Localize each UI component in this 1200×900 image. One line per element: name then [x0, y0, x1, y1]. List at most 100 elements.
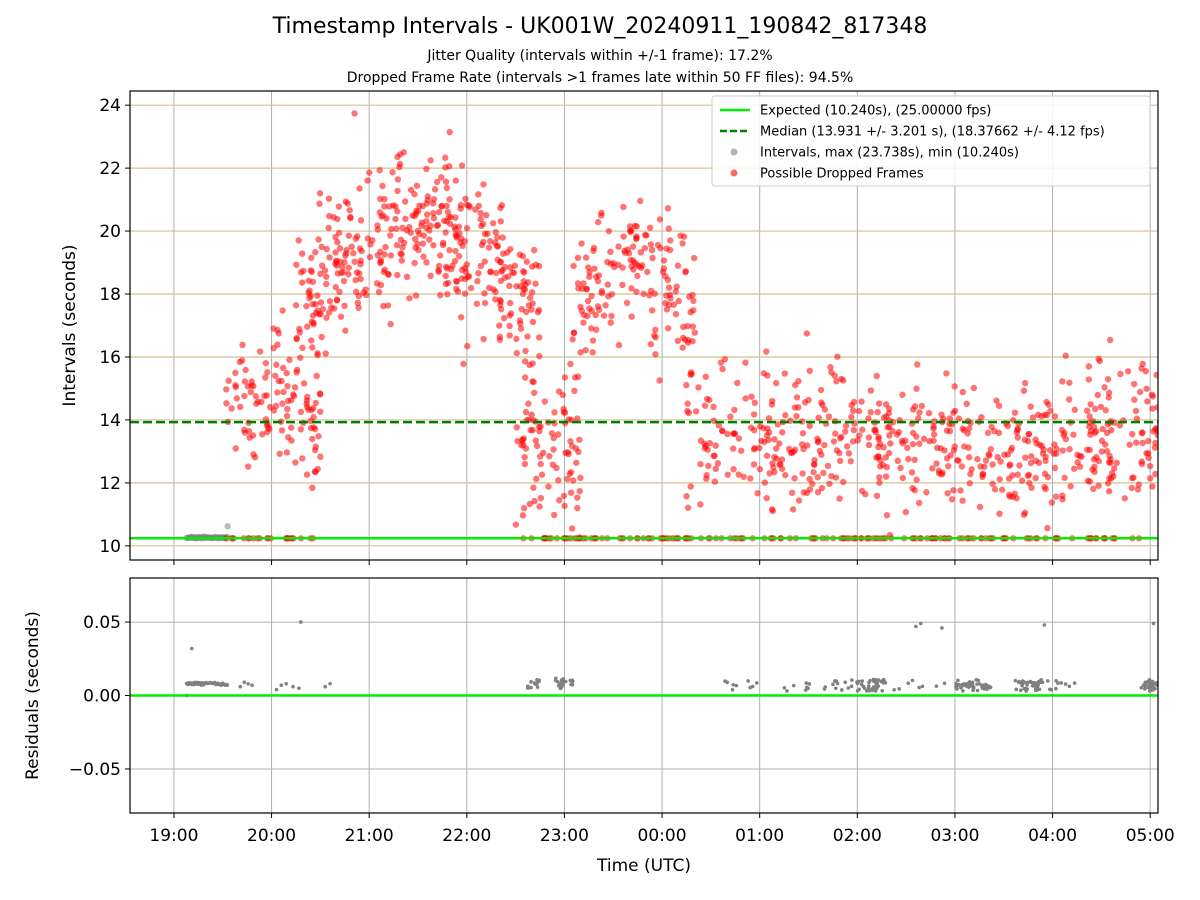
dropped-frame-point-771: [578, 240, 585, 247]
dropped-frame-point-140: [406, 295, 413, 302]
dropped-frame-point-561: [521, 374, 529, 381]
dropped-frame-point-1365: [1098, 448, 1106, 455]
residual-point-156: [942, 681, 947, 686]
dropped-frame-point-608: [513, 424, 520, 431]
dropped-frame-point-463: [467, 284, 475, 292]
dropped-frame-point-520: [430, 214, 438, 222]
dropped-frame-point-1052: [833, 378, 840, 385]
dropped-frame-point-1335: [1095, 482, 1102, 489]
dropped-frame-point-959: [859, 426, 866, 433]
dropped-frame-point-1040: [828, 472, 835, 480]
dropped-frame-point-909: [719, 365, 726, 373]
residual-point-153: [881, 677, 886, 682]
dropped-frame-point-651: [530, 389, 538, 396]
dropped-frame-point-108: [241, 426, 248, 434]
dropped-frame-point-122: [236, 358, 244, 366]
dropped-frame-point-970: [702, 373, 709, 380]
dropped-frame-point-980: [731, 406, 738, 414]
residual-point-236: [1020, 683, 1024, 688]
dropped-frame-point-960: [771, 436, 778, 443]
dropped-frame-point-1358: [1059, 496, 1066, 503]
dropped-frame-point-500: [424, 193, 432, 200]
dropped-frame-point-1429: [1086, 446, 1094, 454]
dropped-frame-point-391: [442, 154, 449, 161]
dropped-frame-point-599: [561, 374, 569, 381]
dropped-frame-point-39: [264, 428, 271, 436]
dropped-frame-point-568: [533, 475, 540, 483]
dropped-frame-point-6: [272, 372, 279, 379]
residual-point-288: [1143, 683, 1148, 688]
dropped-frame-point-763: [615, 341, 623, 349]
dropped-frame-point-350: [491, 239, 499, 246]
dropped-frame-point-540: [453, 234, 460, 241]
dropped-frame-point-513: [412, 292, 420, 299]
dropped-frame-point-257: [523, 308, 530, 316]
dropped-frame-point-1517: [1097, 403, 1105, 411]
dropped-frame-point-546: [330, 214, 337, 221]
dropped-frame-point-803: [652, 334, 659, 341]
dropped-frame-point-169: [485, 244, 493, 251]
dropped-frame-point-340: [355, 304, 362, 311]
dropped-frame-point-131: [315, 433, 322, 440]
dropped-frame-point-502: [497, 258, 504, 266]
dropped-frame-point-644: [530, 484, 537, 491]
residual-point-292: [1143, 680, 1148, 685]
dropped-frame-point-400: [325, 309, 333, 316]
dropped-frame-point-407: [528, 306, 535, 313]
dropped-frame-point-656: [574, 504, 581, 512]
residual-point-296: [918, 621, 923, 626]
dropped-frame-point-430: [494, 234, 501, 241]
ytick-label-16: 16: [99, 348, 121, 368]
dropped-frame-point-996: [756, 423, 764, 430]
dropped-frame-point-615: [571, 374, 579, 381]
dropped-frame-point-952: [865, 415, 872, 422]
dropped-frame-point-133: [291, 384, 299, 391]
dropped-frame-point-277: [433, 222, 441, 230]
ytick-label-20: 20: [99, 222, 121, 242]
dropped-frame-point-1435: [1074, 459, 1081, 466]
dropped-frame-point-747: [674, 262, 682, 269]
dropped-frame-point-246: [497, 204, 504, 212]
dropped-frame-point-598: [573, 415, 581, 422]
residual-point-77: [570, 679, 575, 684]
dropped-frame-point-1049: [761, 479, 769, 486]
residual-point-46: [284, 681, 289, 686]
dropped-frame-point-730: [615, 243, 622, 250]
residual-point-60: [535, 677, 539, 682]
dropped-frame-point-525: [380, 268, 388, 276]
residual-point-241: [1031, 680, 1036, 685]
dropped-frame-point-1510: [1143, 450, 1150, 457]
dropped-frame-point-77: [284, 382, 291, 390]
dropped-frame-point-412: [340, 277, 348, 285]
dropped-frame-point-265: [379, 182, 386, 190]
dropped-frame-point-906: [865, 434, 873, 441]
dropped-frame-point-1247: [944, 490, 951, 497]
dropped-frame-point-989: [750, 411, 758, 418]
dropped-frame-point-93: [283, 369, 290, 377]
dropped-frame-point-1268: [899, 391, 906, 399]
dropped-frame-point-1126: [687, 371, 694, 378]
dropped-frame-point-1189: [926, 437, 933, 445]
dropped-frame-point-1287: [987, 445, 995, 453]
dropped-frame-point-176: [460, 360, 467, 368]
dropped-frame-point-95: [259, 430, 266, 438]
dropped-frame-point-313: [520, 269, 528, 276]
dropped-frame-point-1382: [1052, 493, 1060, 500]
dropped-frame-point-984: [781, 370, 788, 377]
dropped-frame-point-946: [816, 447, 824, 455]
dropped-frame-point-718: [649, 254, 656, 262]
dropped-frame-point-1513: [1105, 394, 1112, 401]
dropped-frame-point-1051: [740, 473, 747, 480]
dropped-frame-point-1471: [1104, 375, 1112, 383]
dropped-frame-point-289: [435, 208, 443, 216]
dropped-frame-point-213: [389, 169, 396, 176]
dropped-frame-point-700: [588, 325, 595, 332]
dropped-frame-point-174: [506, 332, 513, 339]
dropped-frame-point-702: [569, 336, 576, 343]
dropped-frame-point-635: [568, 442, 576, 450]
dropped-frame-point-359: [392, 203, 399, 210]
dropped-frame-point-1456: [1083, 407, 1091, 414]
dropped-frame-point-1123: [703, 471, 710, 479]
dropped-frame-point-1204: [897, 464, 904, 472]
dropped-frame-point-426: [369, 237, 376, 244]
